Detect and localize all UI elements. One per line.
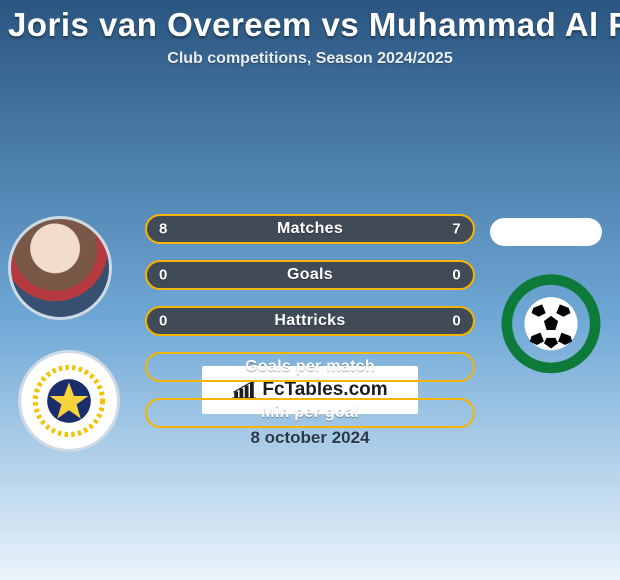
- club-right-badge: [498, 269, 604, 375]
- title-vs: vs: [322, 6, 360, 43]
- stat-label: Goals per match: [245, 358, 375, 376]
- stat-row: Min per goal: [145, 398, 475, 428]
- player-left-name: Joris van Overeem: [8, 6, 312, 43]
- stat-label: Min per goal: [261, 404, 359, 422]
- stat-label: Goals: [287, 266, 333, 284]
- stat-left-value: 8: [159, 221, 168, 238]
- stat-left-value: 0: [159, 267, 168, 284]
- player-right-avatar: [490, 218, 602, 246]
- stat-label: Matches: [277, 220, 343, 238]
- stat-label: Hattricks: [274, 312, 345, 330]
- club-left-badge-icon: [27, 359, 111, 443]
- subtitle: Club competitions, Season 2024/2025: [0, 50, 620, 68]
- club-left-badge: [18, 350, 120, 452]
- page-title: Joris van Overeem vs Muhammad Al Faz: [8, 6, 612, 44]
- player-right-name: Muhammad Al Faz: [369, 6, 620, 43]
- stat-right-value: 7: [452, 221, 461, 238]
- stats-list: 8 Matches 7 0 Goals 0 0 Hattricks 0 Goals per mat…: [145, 214, 475, 428]
- stat-row: Goals per match: [145, 352, 475, 382]
- stat-row: 0 Goals 0: [145, 260, 475, 290]
- stat-left-value: 0: [159, 313, 168, 330]
- stat-right-value: 0: [452, 313, 461, 330]
- player-left-avatar: [8, 216, 112, 320]
- stat-row: 8 Matches 7: [145, 214, 475, 244]
- comparison-card: Joris van Overeem vs Muhammad Al Faz Clu…: [0, 0, 620, 580]
- stat-row: 0 Hattricks 0: [145, 306, 475, 336]
- stat-right-value: 0: [452, 267, 461, 284]
- club-right-badge-icon: [498, 269, 604, 375]
